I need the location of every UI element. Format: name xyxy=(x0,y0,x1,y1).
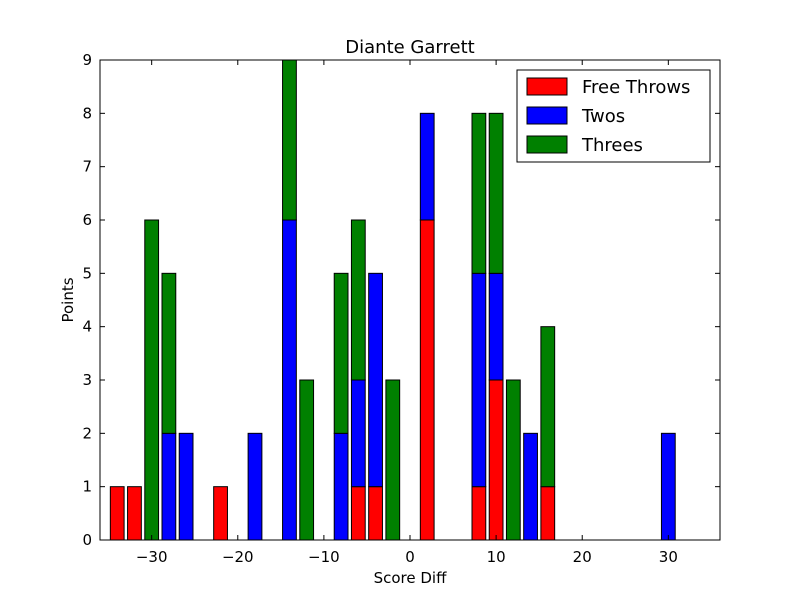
bar-threes xyxy=(144,219,160,541)
x-tick-label: 20 xyxy=(573,548,592,566)
bar-free-throws xyxy=(488,379,504,541)
bar-free-throws xyxy=(213,486,228,541)
bar-threes xyxy=(385,379,401,541)
x-tick-label: −20 xyxy=(222,548,254,566)
bar-twos xyxy=(282,219,297,541)
y-tick-label: 4 xyxy=(82,318,92,336)
bar-free-throws xyxy=(109,486,125,541)
legend-entry: Twos xyxy=(581,106,625,127)
bar-free-throws xyxy=(419,219,435,541)
bar-twos xyxy=(178,432,194,541)
x-tick-label: 30 xyxy=(659,548,678,566)
y-tick-label: 7 xyxy=(82,158,92,176)
bar-threes xyxy=(282,59,297,221)
x-tick-label: 10 xyxy=(487,548,506,566)
bar-twos xyxy=(660,432,676,541)
x-tick-label: 0 xyxy=(405,548,415,566)
bar-free-throws xyxy=(127,486,142,541)
y-tick-label: 0 xyxy=(82,531,92,549)
y-tick-label: 1 xyxy=(82,478,92,496)
bar-free-throws xyxy=(540,486,556,541)
bar-twos xyxy=(488,272,504,381)
bar-twos xyxy=(471,272,487,488)
bar-threes xyxy=(299,379,315,541)
y-tick-label: 6 xyxy=(82,211,92,229)
y-tick-label: 2 xyxy=(82,424,92,442)
chart-title: Diante Garrett xyxy=(345,37,474,58)
bar-twos xyxy=(333,432,349,541)
plot-area: −30 −20 −10 0 10 20 30 0 1 2 3 4 5 6 7 8 9 xyxy=(82,51,721,566)
y-tick-label: 3 xyxy=(82,371,92,389)
plot-frame xyxy=(99,59,721,541)
bar-twos xyxy=(368,272,383,488)
bars-group xyxy=(109,59,676,541)
bar-twos xyxy=(350,379,366,488)
legend: Free Throws Twos Threes xyxy=(516,69,711,163)
x-tick-label: −10 xyxy=(308,548,340,566)
bar-twos xyxy=(247,432,263,541)
bar-twos xyxy=(161,432,177,541)
bar-threes xyxy=(350,219,366,381)
bar-threes xyxy=(161,272,177,434)
bar-twos xyxy=(419,112,435,221)
y-axis-label: Points xyxy=(59,277,77,322)
bar-threes xyxy=(471,112,487,274)
bar-threes xyxy=(333,272,349,434)
legend-entry: Free Throws xyxy=(582,77,690,98)
legend-entry: Threes xyxy=(581,135,643,156)
y-tick-label: 9 xyxy=(82,51,92,69)
bar-free-throws xyxy=(471,486,487,541)
y-tick-label: 5 xyxy=(82,264,92,282)
x-axis-label: Score Diff xyxy=(374,569,447,587)
bar-threes xyxy=(540,326,556,488)
legend-swatch xyxy=(526,77,568,96)
y-tick-label: 8 xyxy=(82,104,92,122)
bar-threes xyxy=(505,379,521,541)
ticks-group: −30 −20 −10 0 10 20 30 0 1 2 3 4 5 6 7 8 9 xyxy=(82,51,720,566)
legend-swatch xyxy=(526,106,568,125)
x-tick-label: −30 xyxy=(136,548,168,566)
bar-free-throws xyxy=(350,486,366,541)
legend-swatch xyxy=(526,135,568,154)
bar-threes xyxy=(488,112,504,274)
bar-twos xyxy=(523,432,538,541)
bar-free-throws xyxy=(368,486,383,541)
